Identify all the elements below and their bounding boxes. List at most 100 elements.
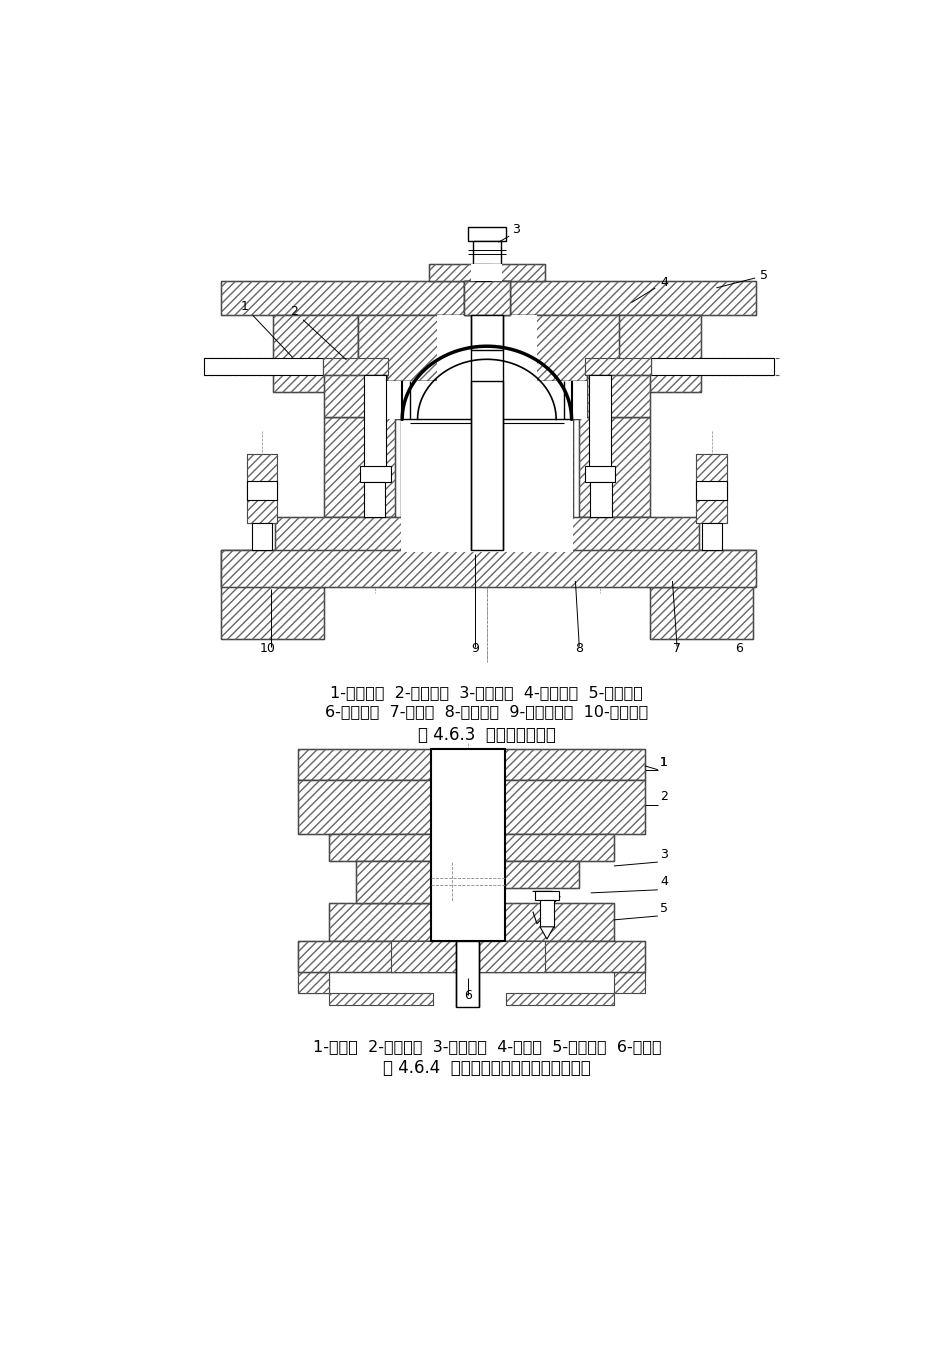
Bar <box>540 900 554 927</box>
Bar <box>584 465 616 483</box>
Bar <box>247 482 277 500</box>
Bar <box>390 941 544 972</box>
Text: 1-导料板；  2-卸料板；  3-打料杆；  4-凸凹模；  5-上模座；: 1-导料板； 2-卸料板； 3-打料杆； 4-凸凹模； 5-上模座； <box>331 685 643 699</box>
Bar <box>587 375 650 417</box>
Bar <box>456 941 479 1007</box>
Bar <box>221 550 756 588</box>
Polygon shape <box>298 941 329 972</box>
Bar <box>387 381 587 420</box>
Polygon shape <box>506 972 645 1005</box>
Bar <box>360 381 614 420</box>
Bar <box>585 358 651 375</box>
Bar <box>323 358 389 375</box>
Text: 6: 6 <box>464 989 471 1002</box>
Bar <box>473 241 501 264</box>
Bar <box>247 455 277 523</box>
Bar <box>430 861 503 902</box>
Bar <box>324 375 387 417</box>
Bar <box>401 417 478 551</box>
Bar <box>430 902 503 941</box>
Bar <box>357 315 619 381</box>
Polygon shape <box>298 972 433 1005</box>
Bar <box>579 417 650 516</box>
Bar <box>470 381 504 550</box>
Bar <box>221 281 756 315</box>
Text: 6: 6 <box>735 642 744 655</box>
Text: 图 4.6.3  落料拉深复合模: 图 4.6.3 落料拉深复合模 <box>418 726 556 744</box>
Bar <box>587 375 650 417</box>
Bar <box>276 516 698 554</box>
Polygon shape <box>298 972 329 993</box>
Text: 4: 4 <box>632 276 668 303</box>
Bar <box>579 417 650 516</box>
Bar <box>467 227 506 241</box>
Text: 图 4.6.4  双动压力机上使用的首次拉深模: 图 4.6.4 双动压力机上使用的首次拉深模 <box>383 1060 591 1077</box>
Text: 7: 7 <box>674 642 681 655</box>
Bar <box>589 375 611 475</box>
Text: 9: 9 <box>471 642 480 655</box>
Bar <box>329 902 433 941</box>
Bar <box>356 861 433 902</box>
Bar <box>356 861 433 902</box>
Text: 1: 1 <box>660 756 668 769</box>
Text: 1-凸模；  2-上模座；  3-压边圈；  4-凹模；  5-上模座；  6-顶件块: 1-凸模； 2-上模座； 3-压边圈； 4-凹模； 5-上模座； 6-顶件块 <box>313 1040 661 1054</box>
Bar <box>298 749 645 780</box>
Bar <box>503 902 614 941</box>
Bar <box>470 315 504 350</box>
Bar <box>390 941 544 972</box>
Bar <box>535 890 560 900</box>
Bar <box>702 523 722 550</box>
Bar <box>503 861 580 888</box>
Bar <box>430 749 504 942</box>
Bar <box>298 941 645 972</box>
Text: 1: 1 <box>660 756 668 769</box>
Bar <box>365 375 386 475</box>
Bar <box>298 941 645 972</box>
Bar <box>503 780 645 834</box>
Bar <box>360 465 390 483</box>
Bar <box>273 315 357 393</box>
Bar <box>503 902 614 941</box>
Bar <box>401 417 573 551</box>
Bar <box>464 281 510 315</box>
Bar <box>324 375 387 417</box>
Bar <box>503 834 614 861</box>
Bar <box>324 417 395 516</box>
Bar <box>456 941 479 972</box>
Text: 5: 5 <box>660 902 668 915</box>
Text: 10: 10 <box>259 642 276 655</box>
Bar <box>471 264 503 281</box>
Bar <box>430 749 504 780</box>
Bar <box>329 902 433 941</box>
Bar <box>221 281 756 315</box>
Text: 8: 8 <box>576 642 583 655</box>
Bar <box>298 780 433 834</box>
Text: 2: 2 <box>660 791 668 803</box>
Bar <box>464 281 510 315</box>
Text: 6-下模座；  7-顶杆；  8-压边圈；  9-拉深凸模；  10-落料凹模: 6-下模座； 7-顶杆； 8-压边圈； 9-拉深凸模； 10-落料凹模 <box>325 705 649 720</box>
Bar <box>364 483 386 516</box>
Bar <box>437 315 537 381</box>
Text: 3: 3 <box>660 849 668 861</box>
Bar <box>298 780 433 834</box>
Bar <box>696 482 727 500</box>
Bar <box>252 523 272 550</box>
Bar <box>323 358 389 375</box>
Bar <box>360 381 614 420</box>
Bar <box>329 834 433 861</box>
Text: 2: 2 <box>291 305 346 359</box>
Bar <box>590 483 612 516</box>
Polygon shape <box>221 550 324 639</box>
Bar <box>617 315 701 393</box>
Bar <box>276 516 698 554</box>
Bar <box>696 455 727 523</box>
Text: 5: 5 <box>716 269 769 288</box>
Bar <box>329 834 433 861</box>
Text: 3: 3 <box>512 223 521 235</box>
Bar <box>429 264 544 281</box>
Text: 1: 1 <box>240 300 293 358</box>
Bar <box>503 861 580 888</box>
Bar <box>247 455 277 523</box>
Bar <box>475 264 491 281</box>
Bar <box>221 550 756 588</box>
